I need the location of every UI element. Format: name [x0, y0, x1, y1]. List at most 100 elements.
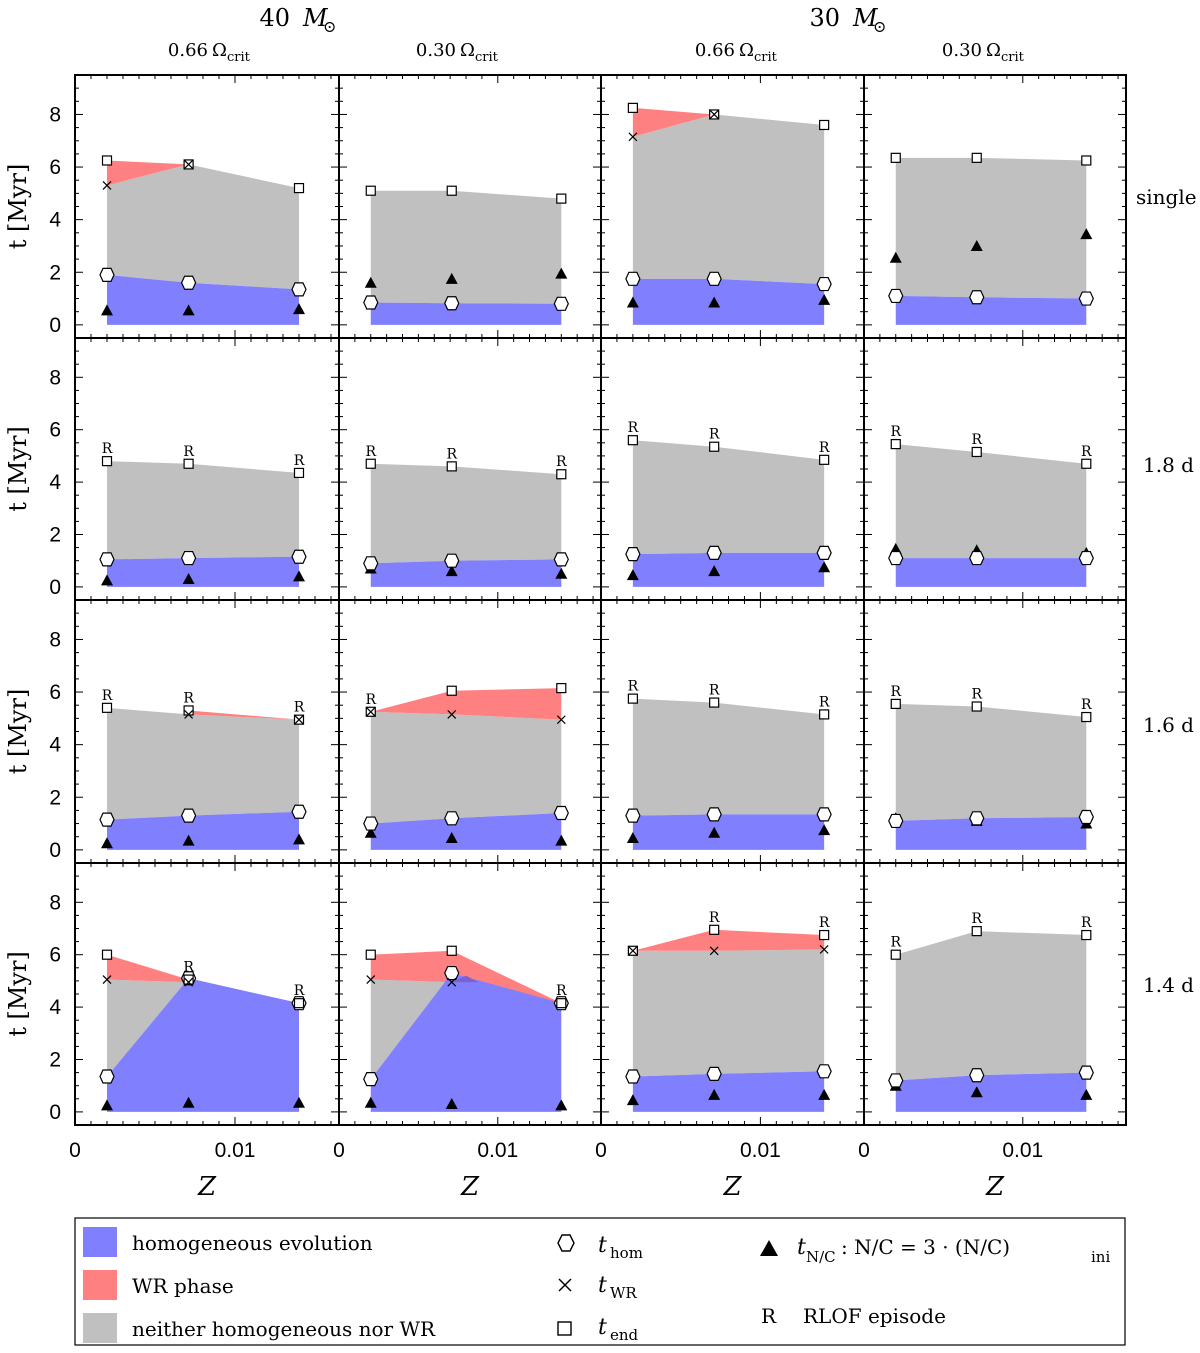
- area-neither: [632, 114, 825, 285]
- area-neither: [107, 707, 299, 820]
- nc-marker: [626, 296, 639, 308]
- column-header-2: 0.66 Ω crit: [695, 40, 778, 65]
- legend-label-wr-time: t: [598, 1273, 607, 1298]
- area-neither: [107, 978, 299, 1077]
- wr-marker: [184, 977, 194, 987]
- area-neither: [370, 973, 562, 1080]
- nc-marker: [889, 251, 902, 263]
- area-homogeneous: [370, 813, 562, 850]
- y-tick-label: 6: [49, 681, 61, 704]
- hom-marker: [625, 547, 641, 562]
- y-tick-label: 2: [49, 261, 61, 284]
- legend-sub-hom: hom: [610, 1244, 643, 1262]
- rlof-marker: R: [1081, 697, 1092, 713]
- panel-2-0: R RR: [74, 599, 340, 864]
- y-tick-label: 8: [49, 628, 61, 651]
- wr-marker: [184, 159, 194, 169]
- hom-marker: [706, 807, 722, 822]
- area-neither: [370, 463, 562, 564]
- area-neither: [632, 698, 825, 816]
- nc-marker: [293, 833, 305, 845]
- legend-nc-definition-sub: ini: [1091, 1248, 1110, 1266]
- nc-marker: [626, 832, 639, 844]
- hom-marker: [1078, 291, 1094, 306]
- hom-marker: [816, 1064, 832, 1079]
- hom-marker: [816, 545, 832, 560]
- end-marker: [709, 697, 720, 708]
- hom-marker: [969, 550, 985, 566]
- rlof-marker: R: [819, 440, 830, 456]
- rlof-marker: R: [819, 915, 830, 931]
- nc-marker: [708, 565, 721, 577]
- legend-label-nc: t: [797, 1235, 806, 1260]
- area-homogeneous: [370, 302, 562, 325]
- end-marker: [183, 458, 194, 469]
- legend-sub-nc: N/C: [806, 1248, 836, 1266]
- hom-marker: [291, 804, 307, 819]
- legend-box: [74, 1217, 1126, 1346]
- hom-marker: [888, 1073, 904, 1088]
- area-wr: [188, 710, 299, 720]
- hom-marker: [553, 805, 569, 821]
- panel-2-3: R RR: [863, 599, 1127, 864]
- wr-marker: [366, 975, 376, 985]
- column-omega-value: 0.66: [695, 40, 735, 61]
- hom-marker: [291, 282, 307, 297]
- nc-marker: [626, 1094, 639, 1106]
- area-neither: [107, 461, 299, 560]
- end-marker: [293, 998, 305, 1009]
- end-marker: [293, 467, 305, 479]
- x-axis-label: Z: [985, 1172, 1005, 1202]
- area-wr: [107, 160, 299, 189]
- nc-marker: [364, 1096, 377, 1108]
- y-tick-label: 6: [49, 419, 61, 442]
- legend-label-hom: t: [598, 1233, 607, 1258]
- hom-marker: [180, 275, 197, 290]
- column-header-3: 0.30 Ω crit: [942, 40, 1025, 65]
- rlof-marker: R: [1081, 915, 1092, 931]
- legend-nc-definition: : N/C = 3 · (N/C): [841, 1235, 1010, 1259]
- y-tick-label: 4: [49, 209, 61, 232]
- end-marker: [446, 185, 457, 196]
- rlof-marker: R: [556, 983, 567, 999]
- x-tick-label: 0: [858, 1139, 870, 1162]
- wr-marker: [102, 181, 112, 190]
- hom-marker: [816, 276, 832, 292]
- hom-marker: [888, 288, 904, 304]
- end-marker: [101, 949, 113, 960]
- nc-marker: [101, 304, 113, 316]
- group-mass-sub-40: ⊙: [323, 17, 336, 36]
- legend-swatch-neither: [83, 1313, 117, 1343]
- x-tick-label: 0.01: [740, 1139, 781, 1162]
- hom-marker: [1078, 1065, 1094, 1080]
- legend-label-homogeneous: homogeneous evolution: [132, 1231, 373, 1255]
- rlof-marker: R: [365, 692, 376, 708]
- hom-marker: [180, 550, 197, 566]
- hom-marker: [625, 1069, 641, 1084]
- end-marker: [819, 119, 830, 131]
- nc-marker: [445, 565, 458, 577]
- nc-marker: [101, 1099, 113, 1111]
- hom-marker: [291, 549, 307, 564]
- nc-marker: [1080, 1088, 1093, 1100]
- nc-marker: [445, 1098, 458, 1110]
- column-omega-symbol: Ω: [460, 40, 475, 61]
- column-header-0: 0.66 Ω crit: [168, 40, 251, 65]
- nc-marker: [182, 573, 195, 585]
- end-marker: [446, 461, 457, 472]
- y-axis-label: t [Myr]: [4, 164, 32, 250]
- area-wr: [632, 929, 825, 951]
- rlof-marker: R: [102, 441, 113, 457]
- nc-marker: [708, 296, 721, 308]
- wr-marker: [447, 709, 457, 719]
- area-neither: [370, 190, 562, 304]
- area-wr: [632, 107, 825, 137]
- area-homogeneous: [895, 558, 1087, 587]
- column-omega-sub: crit: [754, 50, 778, 65]
- x-tick-label: 0.01: [477, 1139, 518, 1162]
- group-header-40: 40 M ⊙: [259, 4, 336, 36]
- rlof-marker: R: [446, 446, 457, 462]
- end-marker: [556, 998, 567, 1009]
- legend-rlof-label: RLOF episode: [803, 1304, 946, 1328]
- legend-label-wr: WR phase: [132, 1274, 234, 1298]
